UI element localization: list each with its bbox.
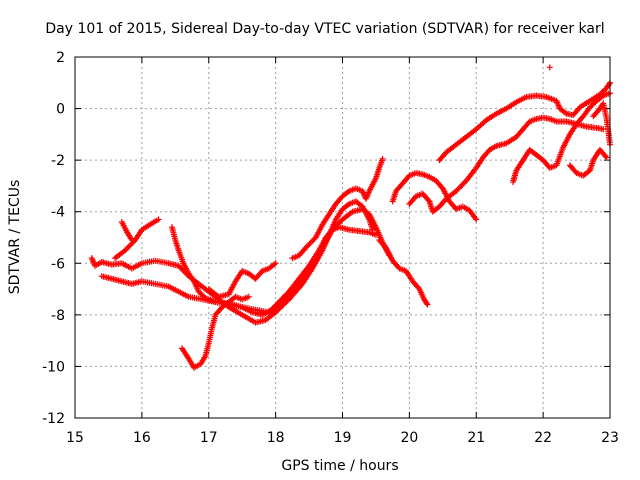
series-arc-f	[179, 293, 252, 371]
data-point	[272, 260, 279, 267]
data-point	[606, 81, 613, 88]
y-tick-label: 2	[56, 50, 65, 66]
data-point	[379, 155, 386, 162]
x-tick-label: 16	[133, 430, 151, 446]
x-tick-label: 17	[200, 430, 218, 446]
data-point	[598, 93, 605, 100]
x-tick-label: 23	[601, 430, 619, 446]
series-arc-l	[436, 79, 613, 164]
series-arc-k	[406, 114, 607, 215]
series-arc-m	[510, 90, 613, 186]
data-point	[245, 293, 252, 300]
data-point	[546, 64, 553, 71]
y-tick-label: -6	[51, 256, 65, 272]
data-series	[88, 64, 613, 371]
y-tick-label: -12	[42, 411, 65, 427]
series-arc-e	[168, 224, 379, 316]
data-point	[344, 202, 351, 209]
y-tick-label: 0	[56, 102, 65, 118]
data-point	[155, 216, 162, 223]
y-tick-label: -10	[42, 359, 65, 375]
y-axis-label: SDTVAR / TECUs	[7, 180, 23, 295]
x-tick-label: 20	[400, 430, 418, 446]
x-tick-label: 19	[334, 430, 352, 446]
series-arc-d	[118, 219, 135, 244]
plot-frame	[74, 56, 611, 419]
y-tick-label: -2	[51, 153, 65, 169]
data-point	[562, 109, 569, 116]
x-tick-label: 15	[66, 430, 84, 446]
data-point	[603, 154, 610, 161]
data-point	[372, 231, 379, 238]
data-point	[600, 126, 607, 133]
data-point	[423, 300, 430, 307]
x-tick-label: 18	[267, 430, 285, 446]
x-tick-label: 22	[534, 430, 552, 446]
data-point	[271, 261, 278, 268]
series-arc-n	[566, 146, 610, 179]
y-tick-label: -4	[51, 205, 65, 221]
data-point	[424, 301, 431, 308]
data-point	[201, 293, 208, 300]
data-point	[602, 153, 609, 160]
data-point	[415, 284, 422, 291]
chart-title: Day 101 of 2015, Sidereal Day-to-day VTE…	[45, 21, 604, 37]
y-tick-label: -8	[51, 308, 65, 324]
series-arc-h	[289, 155, 386, 262]
data-point	[128, 237, 135, 244]
x-tick-label: 21	[467, 430, 485, 446]
data-point	[473, 216, 480, 223]
x-axis-label: GPS time / hours	[281, 458, 398, 474]
data-point	[425, 197, 432, 204]
axis-ticks: 15 16 17 18 19 20 21 22 23 -12 -10 -8 -6 -4 -2 0 2	[42, 50, 619, 446]
series-arc-p	[546, 64, 553, 71]
series-arc-g	[205, 260, 279, 300]
series-arc-a	[88, 198, 376, 326]
series-arc-i	[376, 237, 431, 308]
data-point	[344, 189, 351, 196]
